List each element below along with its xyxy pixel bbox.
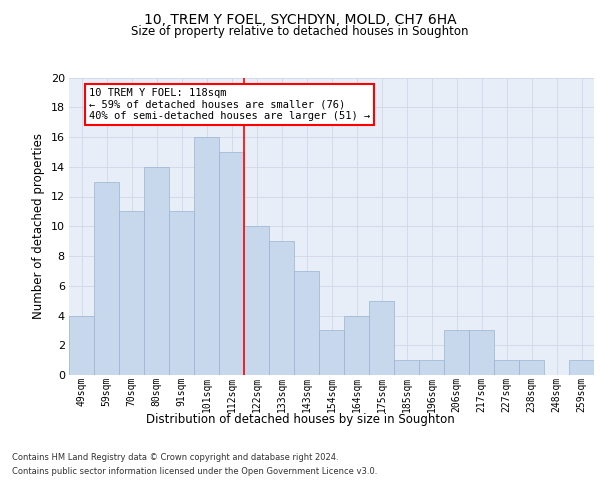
Bar <box>119 212 144 375</box>
Bar <box>219 152 244 375</box>
Text: Contains public sector information licensed under the Open Government Licence v3: Contains public sector information licen… <box>12 468 377 476</box>
Bar <box>369 300 394 375</box>
Bar <box>344 316 369 375</box>
Bar <box>319 330 344 375</box>
Text: Distribution of detached houses by size in Soughton: Distribution of detached houses by size … <box>146 412 454 426</box>
Bar <box>569 360 594 375</box>
Bar <box>169 212 194 375</box>
Text: 10 TREM Y FOEL: 118sqm
← 59% of detached houses are smaller (76)
40% of semi-det: 10 TREM Y FOEL: 118sqm ← 59% of detached… <box>89 88 370 121</box>
Bar <box>144 167 169 375</box>
Text: 10, TREM Y FOEL, SYCHDYN, MOLD, CH7 6HA: 10, TREM Y FOEL, SYCHDYN, MOLD, CH7 6HA <box>143 12 457 26</box>
Bar <box>444 330 469 375</box>
Bar <box>244 226 269 375</box>
Bar <box>269 241 294 375</box>
Bar <box>69 316 94 375</box>
Y-axis label: Number of detached properties: Number of detached properties <box>32 133 45 320</box>
Bar <box>94 182 119 375</box>
Text: Size of property relative to detached houses in Soughton: Size of property relative to detached ho… <box>131 25 469 38</box>
Bar <box>194 137 219 375</box>
Text: Contains HM Land Registry data © Crown copyright and database right 2024.: Contains HM Land Registry data © Crown c… <box>12 452 338 462</box>
Bar <box>519 360 544 375</box>
Bar <box>294 271 319 375</box>
Bar <box>494 360 519 375</box>
Bar <box>469 330 494 375</box>
Bar <box>394 360 419 375</box>
Bar <box>419 360 444 375</box>
